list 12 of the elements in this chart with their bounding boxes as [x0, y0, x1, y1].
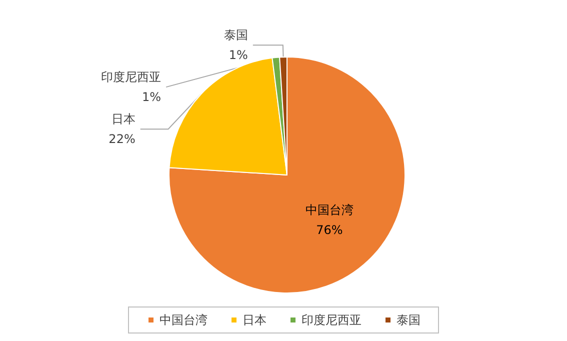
slice-label: 泰国 — [224, 28, 248, 42]
data-label: 1% — [142, 90, 162, 104]
legend-label: 印度尼西亚 — [302, 313, 362, 327]
legend-label: 泰国 — [396, 313, 420, 327]
slice-label: 印度尼西亚 — [101, 70, 162, 84]
data-label: 76% — [316, 223, 343, 238]
slice-label: 中国台湾 — [305, 203, 354, 218]
data-label: 22% — [108, 132, 136, 146]
legend-label: 中国台湾 — [160, 313, 208, 327]
legend-label: 日本 — [242, 313, 266, 327]
data-label: 1% — [228, 48, 248, 62]
slice-label: 日本 — [111, 112, 136, 126]
